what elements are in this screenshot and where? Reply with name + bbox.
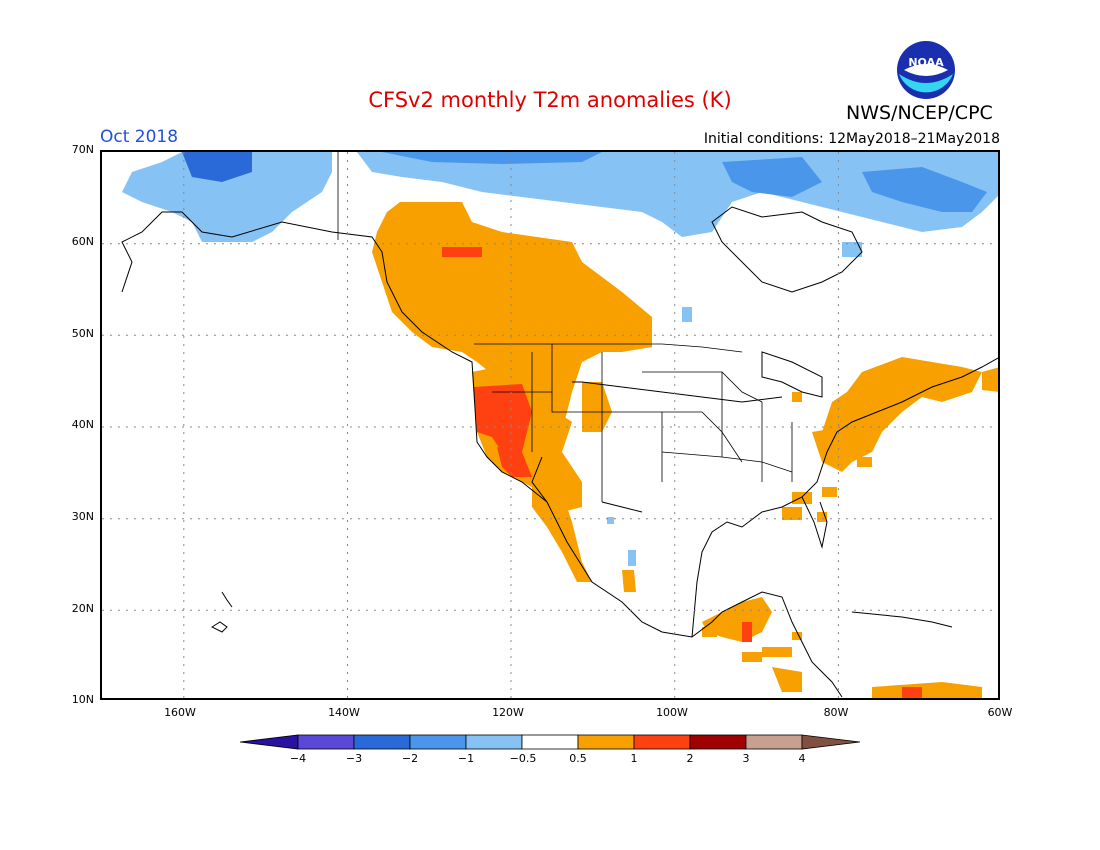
month-label: Oct 2018: [100, 127, 179, 147]
logo-text: NOAA: [908, 56, 944, 69]
lon-label: 60W: [987, 706, 1013, 719]
noaa-logo: NOAA: [896, 40, 956, 100]
lat-label: 20N: [71, 602, 94, 615]
lon-label: 160W: [164, 706, 196, 719]
colorbar-label: −4: [289, 752, 307, 765]
cool-anomaly-regions: [122, 152, 998, 566]
colorbar-label: −3: [345, 752, 363, 765]
colorbar-swatch: [297, 734, 355, 750]
lat-label: 40N: [71, 418, 94, 431]
colorbar-label: 0.5: [569, 752, 587, 765]
lat-label: 60N: [71, 235, 94, 248]
colorbar: [239, 734, 861, 754]
lon-label: 80W: [823, 706, 849, 719]
coastlines: [121, 206, 998, 698]
colorbar-label: 3: [742, 752, 750, 765]
lat-label: 50N: [71, 327, 94, 340]
political-borders: [337, 152, 793, 502]
colorbar-swatch: [465, 734, 523, 750]
warm-anomaly-regions: [372, 202, 998, 698]
lon-label: 140W: [328, 706, 360, 719]
colorbar-swatch: [633, 734, 691, 750]
colorbar-label: 4: [798, 752, 806, 765]
lat-label: 70N: [71, 143, 94, 156]
colorbar-swatch: [577, 734, 635, 750]
colorbar-swatch: [409, 734, 467, 750]
lat-label: 30N: [71, 510, 94, 523]
anomaly-map: [100, 150, 1000, 700]
colorbar-swatch: [745, 734, 803, 750]
colorbar-label: −0.5: [509, 752, 537, 765]
chart-title: CFSv2 monthly T2m anomalies (K): [368, 88, 732, 112]
colorbar-swatch: [353, 734, 411, 750]
colorbar-label: 2: [686, 752, 694, 765]
initial-conditions: Initial conditions: 12May2018–21May2018: [703, 131, 1000, 147]
colorbar-left-arrow: [239, 734, 299, 750]
lat-lon-grid: [102, 152, 998, 698]
agency-label: NWS/NCEP/CPC: [846, 102, 993, 124]
colorbar-label: −2: [401, 752, 419, 765]
colorbar-right-arrow: [801, 734, 861, 750]
map-svg: [102, 152, 998, 698]
lon-label: 120W: [492, 706, 524, 719]
lon-label: 100W: [656, 706, 688, 719]
colorbar-label: 1: [630, 752, 638, 765]
colorbar-swatch: [689, 734, 747, 750]
lat-label: 10N: [71, 693, 94, 706]
colorbar-swatch: [521, 734, 579, 750]
colorbar-label: −1: [457, 752, 475, 765]
